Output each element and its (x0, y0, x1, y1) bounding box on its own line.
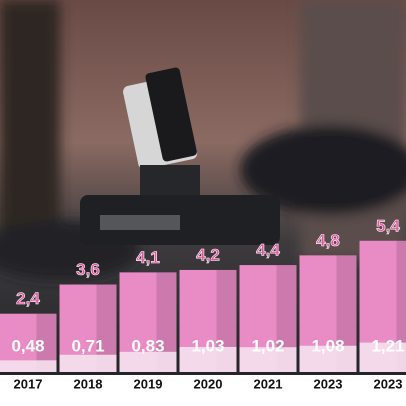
background-shapes (0, 0, 406, 280)
value-label: 3,6 (76, 260, 100, 279)
inner-bar (59, 354, 117, 372)
inner-bar (179, 346, 237, 372)
x-tick-label: 2017 (14, 376, 43, 391)
value-label: 4,1 (136, 248, 160, 267)
bar-shade (396, 240, 406, 372)
x-tick-label: 2018 (74, 376, 103, 391)
x-tick-label: 2021 (254, 376, 283, 391)
bar-shade (96, 284, 117, 372)
inner-bar (359, 342, 406, 372)
bar-shade (36, 313, 57, 372)
inner-bar (299, 345, 357, 372)
value-label: 4,2 (196, 245, 220, 264)
value-label: 2,4 (16, 289, 40, 308)
inner-bar (119, 351, 177, 372)
x-tick-label: 2023 (374, 376, 403, 391)
camera (80, 67, 280, 245)
bar-shade (156, 272, 177, 372)
value-label: 4,4 (256, 241, 280, 260)
year-strip (0, 375, 406, 406)
value-label: 5,4 (376, 216, 400, 235)
bar-shade (276, 265, 297, 372)
bar-shade (336, 255, 357, 372)
inner-value-label: 0,71 (71, 336, 104, 355)
x-tick-label: 2020 (194, 376, 223, 391)
inner-value-label: 0,83 (131, 336, 164, 355)
bar-shade (216, 269, 237, 372)
value-label: 4,8 (316, 231, 340, 250)
x-tick-label: 2019 (134, 376, 163, 391)
inner-bar (239, 347, 297, 372)
inner-value-label: 1,03 (191, 336, 224, 355)
inner-value-label: 0,48 (11, 336, 44, 355)
inner-bar (0, 360, 57, 372)
inner-value-label: 1,21 (371, 336, 404, 355)
inner-value-label: 1,02 (251, 336, 284, 355)
x-tick-label: 2023 (314, 376, 343, 391)
inner-value-label: 1,08 (311, 336, 344, 355)
